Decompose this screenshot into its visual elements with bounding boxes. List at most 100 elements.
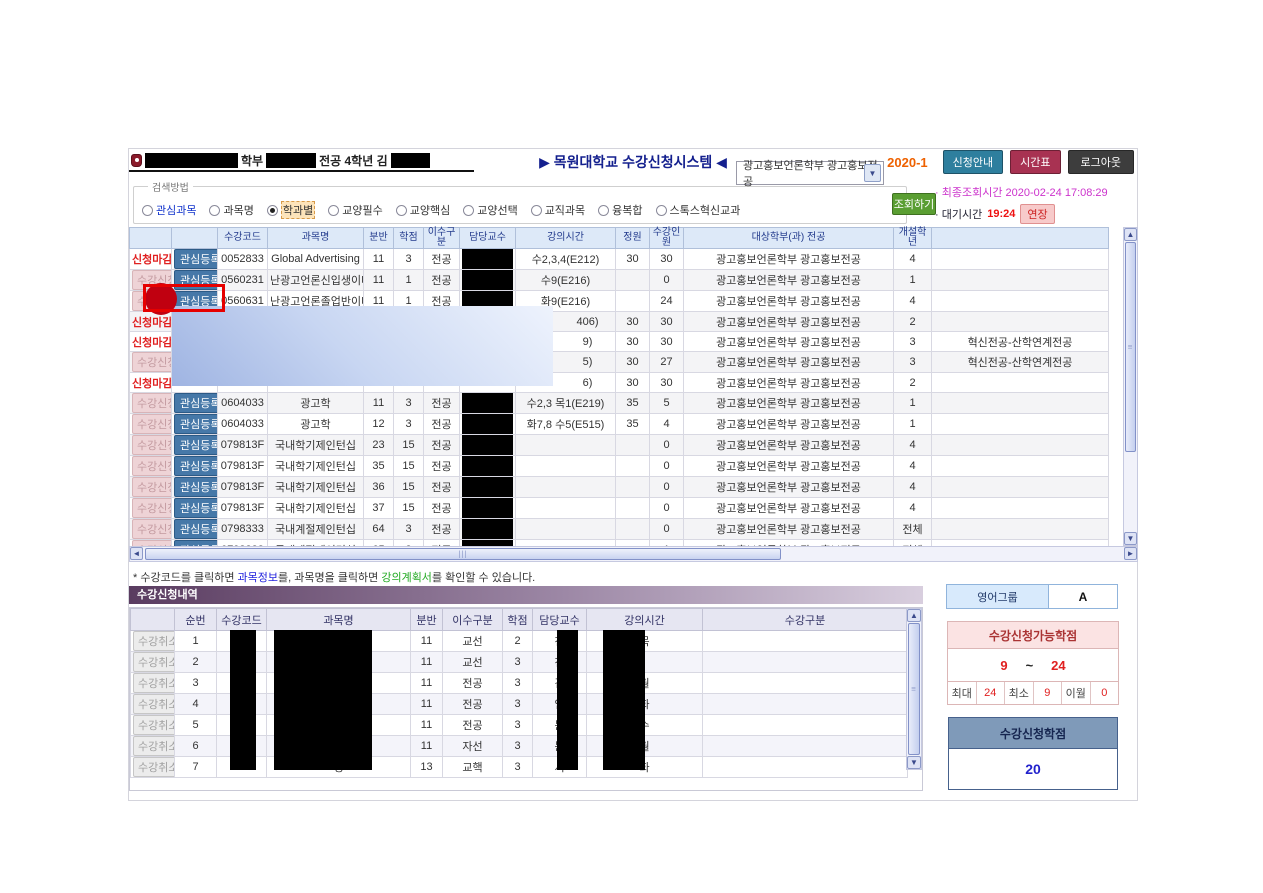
search-option-교양선택[interactable]: 교양선택 xyxy=(463,202,518,218)
cancel-button[interactable]: 수강취소 xyxy=(133,673,174,693)
apply-button[interactable]: 수강신청 xyxy=(132,352,171,372)
course-code[interactable]: 0604033 xyxy=(217,413,268,435)
cancel-cell: 수강취소 xyxy=(130,672,175,694)
class-section: 11 xyxy=(410,714,443,736)
redacted-professor xyxy=(462,393,513,413)
cancel-button[interactable]: 수강취소 xyxy=(133,757,174,777)
row-number: 1 xyxy=(174,630,217,652)
interest-button[interactable]: 관심등록 xyxy=(174,249,217,269)
interest-button[interactable]: 관심등록 xyxy=(174,456,217,476)
radio-icon[interactable] xyxy=(209,204,221,216)
radio-icon[interactable] xyxy=(142,204,153,216)
hscroll-thumb[interactable]: ||| xyxy=(145,548,781,560)
interest-button[interactable]: 관심등록 xyxy=(174,498,217,518)
radio-label: 융복합 xyxy=(612,205,643,217)
cancel-button[interactable]: 수강취소 xyxy=(133,715,174,735)
interest-button[interactable]: 관심등록 xyxy=(174,519,217,539)
enroll-col-header: 순번 xyxy=(174,608,217,631)
search-option-스톡스혁신교과[interactable]: 스톡스혁신교과 xyxy=(655,202,740,218)
interest-button[interactable]: 관심등록 xyxy=(174,435,217,455)
search-option-융복합[interactable]: 융복합 xyxy=(598,202,643,218)
course-code[interactable]: 0798333 xyxy=(217,518,268,540)
course-name[interactable]: 국내학기제인턴십 xyxy=(267,476,364,498)
radio-icon[interactable] xyxy=(266,204,278,216)
enroll-col-header: 수강코드 xyxy=(216,608,267,631)
apply-button[interactable]: 수강신청 xyxy=(132,456,171,476)
closed-label: 신청마감 xyxy=(132,377,172,390)
credit-limit-cells: 최대 24 최소 9 이월 0 xyxy=(948,682,1118,704)
course-col-header: 분반 xyxy=(363,227,394,249)
radio-icon[interactable] xyxy=(395,204,407,216)
search-button[interactable]: 조회하기 xyxy=(892,193,936,215)
vscroll-thumb[interactable]: ≡ xyxy=(908,623,920,755)
interest-button[interactable]: 관심등록 xyxy=(174,477,217,497)
syllabus-link[interactable]: 강의계획서 xyxy=(381,572,432,584)
target-major: 광고홍보언론학부 광고홍보전공 xyxy=(683,269,894,291)
scroll-up-icon[interactable]: ▲ xyxy=(1124,228,1137,241)
course-code[interactable]: 079813F xyxy=(217,455,268,477)
course-name[interactable]: 난광고언론신입생이다 xyxy=(267,269,364,291)
guide-button[interactable]: 신청안내 xyxy=(942,150,1004,174)
extend-button[interactable]: 연장 xyxy=(1020,204,1055,224)
course-name[interactable]: 국내학기제인턴십 xyxy=(267,497,364,519)
interest-button[interactable]: 관심등록 xyxy=(174,393,217,413)
enrollment-vscrollbar[interactable]: ▲ ≡ ▼ xyxy=(906,608,922,770)
apply-button[interactable]: 수강신청 xyxy=(132,435,171,455)
search-option-과목명[interactable]: 과목명 xyxy=(209,202,254,218)
target-major: 광고홍보언론학부 광고홍보전공 xyxy=(683,331,894,352)
search-option-학과별[interactable]: 학과별 xyxy=(266,201,316,219)
cancel-button[interactable]: 수강취소 xyxy=(133,652,174,672)
chevron-down-icon[interactable]: ▼ xyxy=(864,164,881,182)
course-info-link[interactable]: 과목정보 xyxy=(237,572,279,584)
apply-button[interactable]: 수강신청 xyxy=(132,414,171,434)
department-select[interactable]: 광고홍보언론학부 광고홍보전공 ▼ xyxy=(736,160,884,188)
extra-note: 혁신전공-산학연계전공 xyxy=(931,331,1109,352)
course-name[interactable]: 국내학기제인턴십 xyxy=(267,434,364,456)
radio-icon[interactable] xyxy=(463,204,475,216)
class-section: 23 xyxy=(363,434,394,456)
scroll-down-icon[interactable]: ▼ xyxy=(1124,532,1137,545)
course-code[interactable]: 0604033 xyxy=(217,392,268,414)
course-name[interactable]: 광고학 xyxy=(267,392,364,414)
logout-button[interactable]: 로그아웃 xyxy=(1067,150,1134,174)
course-table-hscrollbar[interactable]: ◄ ||| ► xyxy=(129,546,1138,562)
scroll-down-icon[interactable]: ▼ xyxy=(907,756,921,769)
course-name[interactable]: 국내계절제인턴십 xyxy=(267,518,364,540)
vscroll-thumb[interactable]: ≡ xyxy=(1125,242,1136,452)
scroll-right-icon[interactable]: ► xyxy=(1124,547,1137,560)
search-option-교양핵심[interactable]: 교양핵심 xyxy=(395,202,450,218)
timetable-button[interactable]: 시간표 xyxy=(1010,150,1061,174)
cancel-button[interactable]: 수강취소 xyxy=(133,736,174,756)
apply-button[interactable]: 수강신청 xyxy=(132,477,171,497)
search-option-교양필수[interactable]: 교양필수 xyxy=(328,202,383,218)
radio-icon[interactable] xyxy=(598,204,610,216)
apply-button[interactable]: 수강신청 xyxy=(132,498,171,518)
course-name[interactable]: Global Advertising xyxy=(267,248,364,270)
course-name[interactable]: 국내학기제인턴십 xyxy=(267,455,364,477)
radio-icon[interactable] xyxy=(655,204,667,216)
radio-icon[interactable] xyxy=(328,204,340,216)
course-name[interactable]: 광고학 xyxy=(267,413,364,435)
course-code[interactable]: 079813F xyxy=(217,476,268,498)
course-code[interactable]: 079813F xyxy=(217,434,268,456)
radio-icon[interactable] xyxy=(530,204,542,216)
course-code[interactable]: 0052833 xyxy=(217,248,268,270)
apply-button[interactable]: 수강신청 xyxy=(132,393,171,413)
course-kind xyxy=(702,735,908,757)
class-section: 64 xyxy=(363,518,394,540)
professor-cell xyxy=(459,392,516,414)
apply-button[interactable]: 수강신청 xyxy=(132,519,171,539)
extra-note xyxy=(931,455,1109,477)
cancel-button[interactable]: 수강취소 xyxy=(133,631,174,651)
interest-button[interactable]: 관심등록 xyxy=(174,414,217,434)
search-option-관심과목[interactable]: 관심과목 xyxy=(142,202,196,218)
professor-cell xyxy=(459,269,516,291)
status-cell: 수강신청 xyxy=(129,392,172,414)
search-option-교직과목[interactable]: 교직과목 xyxy=(530,202,585,218)
scroll-left-icon[interactable]: ◄ xyxy=(130,547,143,560)
scroll-up-icon[interactable]: ▲ xyxy=(907,609,921,622)
course-code[interactable]: 0560231 xyxy=(217,269,268,291)
cancel-button[interactable]: 수강취소 xyxy=(133,694,174,714)
course-table-vscrollbar[interactable]: ▲ ≡ ▼ xyxy=(1123,227,1138,546)
course-code[interactable]: 079813F xyxy=(217,497,268,519)
